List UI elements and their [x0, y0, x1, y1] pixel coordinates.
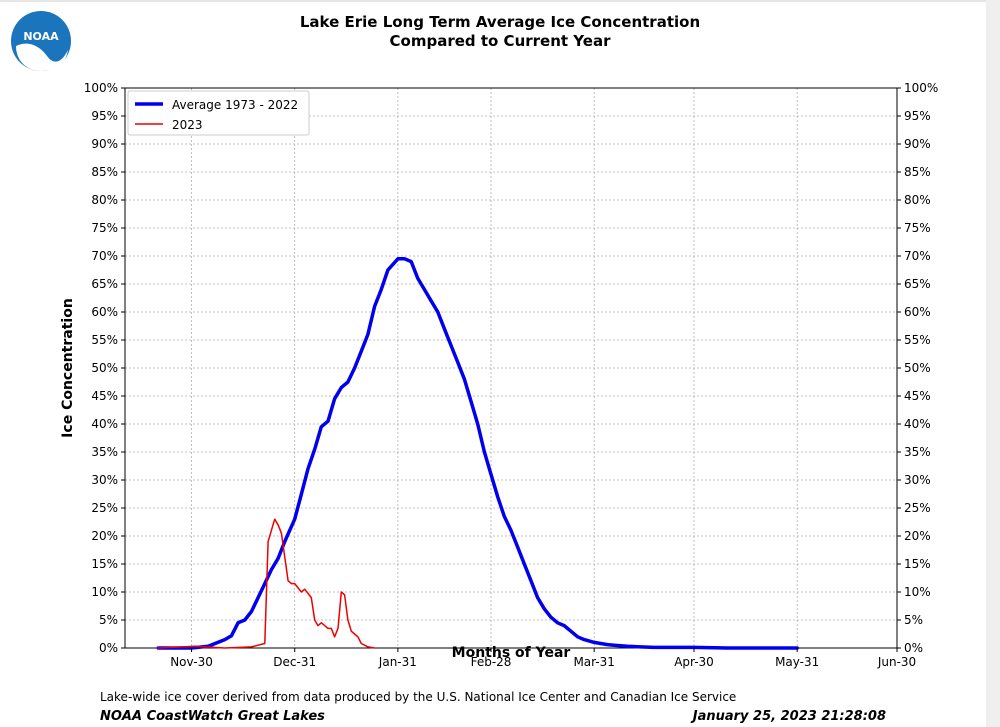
y-tick-label-left: 5%	[99, 613, 118, 627]
y-tick-label-left: 70%	[91, 249, 118, 263]
tick-layer: Nov-30 Dec-31 Jan-31 Feb-28 Mar-31 Apr-30 May-…	[84, 81, 939, 669]
x-tick-label: Feb-28	[471, 655, 512, 669]
y-tick-label-right: 55%	[904, 333, 931, 347]
footer-org: NOAA CoastWatch Great Lakes	[100, 709, 325, 724]
x-tick-label: Mar-31	[573, 655, 614, 669]
grid-layer	[125, 87, 898, 649]
y-tick-label-left: 40%	[91, 417, 118, 431]
page-right-rule	[986, 0, 1000, 727]
x-tick-label: Dec-31	[273, 655, 316, 669]
x-tick-label: Apr-30	[674, 655, 714, 669]
y-tick-label-left: 85%	[91, 165, 118, 179]
y-tick-label-right: 5%	[904, 613, 923, 627]
x-tick-label: May-31	[775, 655, 819, 669]
chart-title-line2: Compared to Current Year	[389, 32, 611, 50]
y-tick-label-right: 45%	[904, 389, 931, 403]
footer-source-note: Lake-wide ice cover derived from data pr…	[100, 690, 737, 704]
y-tick-label-left: 35%	[91, 445, 118, 459]
legend-current-label: 2023	[172, 118, 203, 132]
y-tick-label-left: 20%	[91, 529, 118, 543]
y-tick-label-right: 60%	[904, 305, 931, 319]
y-tick-label-left: 90%	[91, 137, 118, 151]
y-tick-label-right: 0%	[904, 641, 923, 655]
y-tick-label-left: 10%	[91, 585, 118, 599]
x-tick-label: Jun-30	[877, 655, 916, 669]
y-tick-label-right: 70%	[904, 249, 931, 263]
y-tick-label-left: 65%	[91, 277, 118, 291]
y-tick-label-left: 55%	[91, 333, 118, 347]
y-tick-label-right: 90%	[904, 137, 931, 151]
legend: Average 1973 - 2022 2023	[127, 90, 310, 136]
y-tick-label-left: 0%	[99, 641, 118, 655]
y-tick-label-right: 30%	[904, 473, 931, 487]
y-tick-label-right: 100%	[904, 81, 938, 95]
series-layer	[156, 257, 799, 650]
y-tick-label-left: 75%	[91, 221, 118, 235]
page-top-rule	[0, 0, 986, 2]
y-tick-label-right: 20%	[904, 529, 931, 543]
chart-title: Lake Erie Long Term Average Ice Concentr…	[0, 13, 1000, 51]
x-tick-label: Jan-31	[378, 655, 417, 669]
chart-title-line1: Lake Erie Long Term Average Ice Concentr…	[299, 13, 701, 31]
y-tick-label-right: 15%	[904, 557, 931, 571]
y-tick-label-left: 25%	[91, 501, 118, 515]
y-tick-label-left: 50%	[91, 361, 118, 375]
y-tick-label-left: 15%	[91, 557, 118, 571]
y-tick-label-left: 30%	[91, 473, 118, 487]
logo-gull-icon	[16, 43, 68, 71]
y-tick-label-left: 95%	[91, 109, 118, 123]
x-axis-label: Months of Year	[452, 645, 571, 661]
y-tick-label-right: 10%	[904, 585, 931, 599]
y-tick-label-left: 100%	[84, 81, 118, 95]
y-tick-label-right: 85%	[904, 165, 931, 179]
y-axis-label: Ice Concentration	[60, 298, 76, 438]
y-tick-label-right: 95%	[904, 109, 931, 123]
y-tick-label-right: 50%	[904, 361, 931, 375]
y-tick-label-right: 80%	[904, 193, 931, 207]
y-tick-label-right: 65%	[904, 277, 931, 291]
y-tick-label-right: 35%	[904, 445, 931, 459]
y-tick-label-right: 75%	[904, 221, 931, 235]
y-tick-label-left: 60%	[91, 305, 118, 319]
footer-datetime: January 25, 2023 21:28:08	[692, 709, 886, 724]
logo-text: NOAA	[23, 30, 59, 43]
y-tick-label-left: 45%	[91, 389, 118, 403]
legend-average-label: Average 1973 - 2022	[172, 98, 298, 112]
y-tick-label-right: 40%	[904, 417, 931, 431]
series-average-line	[156, 257, 799, 650]
series-2023-line	[157, 518, 376, 649]
y-tick-label-right: 25%	[904, 501, 931, 515]
legend-box	[127, 90, 310, 136]
noaa-logo: NOAA	[11, 11, 71, 71]
x-tick-label: Nov-30	[170, 655, 213, 669]
y-tick-label-left: 80%	[91, 193, 118, 207]
